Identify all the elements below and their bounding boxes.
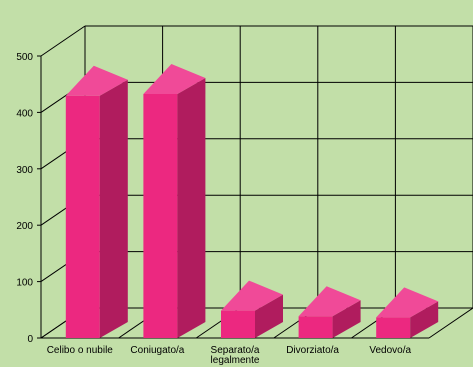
bar-top-5: [376, 287, 439, 318]
grid-diagonal-500: [40, 25, 86, 57]
bar-top-4: [298, 286, 361, 317]
bar-1: [65, 65, 128, 339]
x-category-label-1: Celibo o nubile: [47, 345, 114, 356]
x-category-label-2: Coniugato/a: [130, 345, 184, 356]
y-tick-label-0: 0: [27, 334, 33, 345]
bar-top-3: [221, 280, 283, 311]
x-category-label-5: Vedovo/a: [369, 345, 411, 356]
bar-side-2: [177, 77, 206, 338]
x-category-label-4: Divorziato/a: [286, 345, 339, 356]
chart-bars: [65, 63, 439, 339]
x-category-label-3-line-1: Separato/a: [211, 345, 260, 356]
bar-front-1: [65, 95, 100, 338]
bar-front-4: [298, 316, 333, 338]
floor-diagonal-5: [428, 307, 473, 339]
bar-3: [221, 280, 283, 338]
y-tick-label-300: 300: [16, 165, 33, 176]
bar-side-5: [410, 301, 439, 338]
bar-side-3: [255, 294, 283, 338]
bar-2: [143, 63, 206, 338]
y-tick-label-200: 200: [16, 221, 33, 232]
bar-side-4: [332, 300, 361, 338]
bar-front-2: [143, 93, 178, 338]
y-tick-label-400: 400: [16, 108, 33, 119]
bar-front-5: [376, 317, 411, 338]
bar-top-1: [65, 65, 128, 96]
bar-top-2: [143, 63, 206, 94]
bar-4: [298, 286, 361, 338]
bar-side-1: [99, 79, 128, 339]
bar-front-3: [221, 310, 255, 338]
x-category-label-3-line-2: legalmente: [211, 355, 260, 366]
y-tick-label-100: 100: [16, 278, 33, 289]
y-axis-tick-labels: 0 100 200 300 400 500: [16, 52, 41, 345]
x-axis-category-labels: Celibo o nubile Coniugato/a Separato/alega…: [47, 345, 412, 366]
bar-5: [376, 287, 439, 338]
y-tick-label-500: 500: [16, 52, 33, 63]
